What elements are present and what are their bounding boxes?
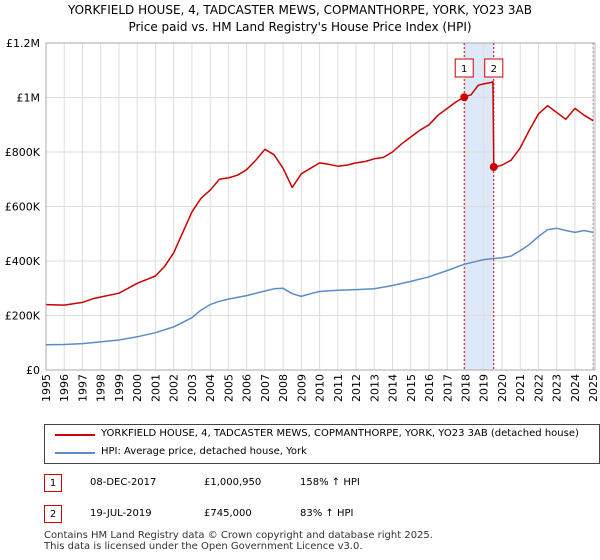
price-chart: £0 £200K £400K £600K £800K £1M £1.2M 1995 1996 19… [5, 37, 600, 402]
transaction-label-text: 2 [491, 64, 497, 75]
x-tick-label: 2005 [222, 374, 235, 402]
x-tick-label: 1997 [76, 374, 89, 402]
x-tick-label: 2024 [569, 374, 582, 402]
series-line-property [45, 80, 594, 306]
chart-title: YORKFIELD HOUSE, 4, TADCASTER MEWS, COPM… [67, 3, 532, 17]
x-tick-label: 2023 [551, 374, 564, 402]
x-tick-label: 1996 [58, 374, 71, 402]
x-tick-label: 2007 [259, 374, 272, 402]
y-tick-label: £0 [26, 364, 40, 377]
x-tick-label: 2012 [350, 374, 363, 402]
legend-label-property: YORKFIELD HOUSE, 4, TADCASTER MEWS, COPM… [101, 428, 579, 439]
transaction-point [489, 162, 498, 171]
footer: Contains HM Land Registry data © Crown c… [44, 530, 433, 552]
transaction-badge: 1 [44, 474, 62, 492]
y-tick-label: £1.2M [6, 37, 40, 50]
x-tick-label: 2015 [405, 374, 418, 402]
transaction-date: 08-DEC-2017 [90, 477, 157, 488]
x-tick-label: 2002 [168, 374, 181, 402]
x-tick-label: 2001 [149, 374, 162, 402]
footer-copyright: Contains HM Land Registry data © Crown c… [44, 530, 433, 541]
x-tick-label: 1999 [113, 374, 126, 402]
transaction-price: £745,000 [204, 508, 252, 519]
legend-swatch-property [55, 434, 95, 436]
y-tick-label: £1M [17, 92, 41, 105]
x-tick-label: 2020 [496, 374, 509, 402]
x-tick-label: 2022 [532, 374, 545, 402]
x-tick-label: 2021 [514, 374, 527, 402]
legend-label-hpi: HPI: Average price, detached house, York [101, 446, 307, 457]
transaction-label-text: 1 [461, 64, 467, 75]
transaction-label: 1 [454, 58, 474, 78]
plot-border [45, 42, 596, 371]
x-tick-label: 2014 [387, 374, 400, 402]
x-tick-label: 2009 [295, 374, 308, 402]
x-tick-label: 2011 [332, 374, 345, 402]
legend-swatch-hpi [55, 452, 95, 454]
transaction-point [460, 93, 469, 102]
transaction-hpi: 83% ↑ HPI [300, 508, 354, 519]
x-tick-label: 1995 [40, 374, 53, 402]
x-tick-label: 2000 [131, 374, 144, 402]
x-tick-label: 2004 [204, 374, 217, 402]
x-tick-label: 2013 [368, 374, 381, 402]
x-tick-label: 2010 [314, 374, 327, 402]
x-tick-label: 2018 [460, 374, 473, 402]
transaction-date: 19-JUL-2019 [90, 508, 152, 519]
transaction-hpi: 158% ↑ HPI [300, 477, 360, 488]
footer-license: This data is licensed under the Open Gov… [44, 541, 363, 552]
y-tick-label: £800K [5, 146, 41, 159]
x-tick-label: 2019 [478, 374, 491, 402]
x-tick-label: 2017 [441, 374, 454, 402]
y-tick-label: £400K [5, 255, 41, 268]
chart-subtitle: Price paid vs. HM Land Registry's House … [128, 20, 472, 34]
x-tick-label: 2016 [423, 374, 436, 402]
transaction-row: 1 08-DEC-2017 £1,000,950 158% ↑ HPI [44, 474, 600, 494]
x-tick-label: 1998 [95, 374, 108, 402]
transaction-badge: 2 [44, 505, 62, 523]
x-tick-label: 2025 [587, 374, 600, 402]
series-line-hpi [45, 227, 594, 346]
x-tick-label: 2008 [277, 374, 290, 402]
transaction-label-box [484, 58, 504, 78]
y-tick-label: £600K [5, 201, 41, 214]
transaction-row: 2 19-JUL-2019 £745,000 83% ↑ HPI [44, 505, 600, 525]
transaction-price: £1,000,950 [204, 477, 262, 488]
legend: YORKFIELD HOUSE, 4, TADCASTER MEWS, COPM… [44, 424, 600, 464]
x-tick-label: 2003 [186, 374, 199, 402]
y-tick-label: £200K [5, 310, 41, 323]
transaction-label-box [454, 58, 474, 78]
transaction-label: 2 [484, 58, 504, 78]
x-tick-label: 2006 [241, 374, 254, 402]
